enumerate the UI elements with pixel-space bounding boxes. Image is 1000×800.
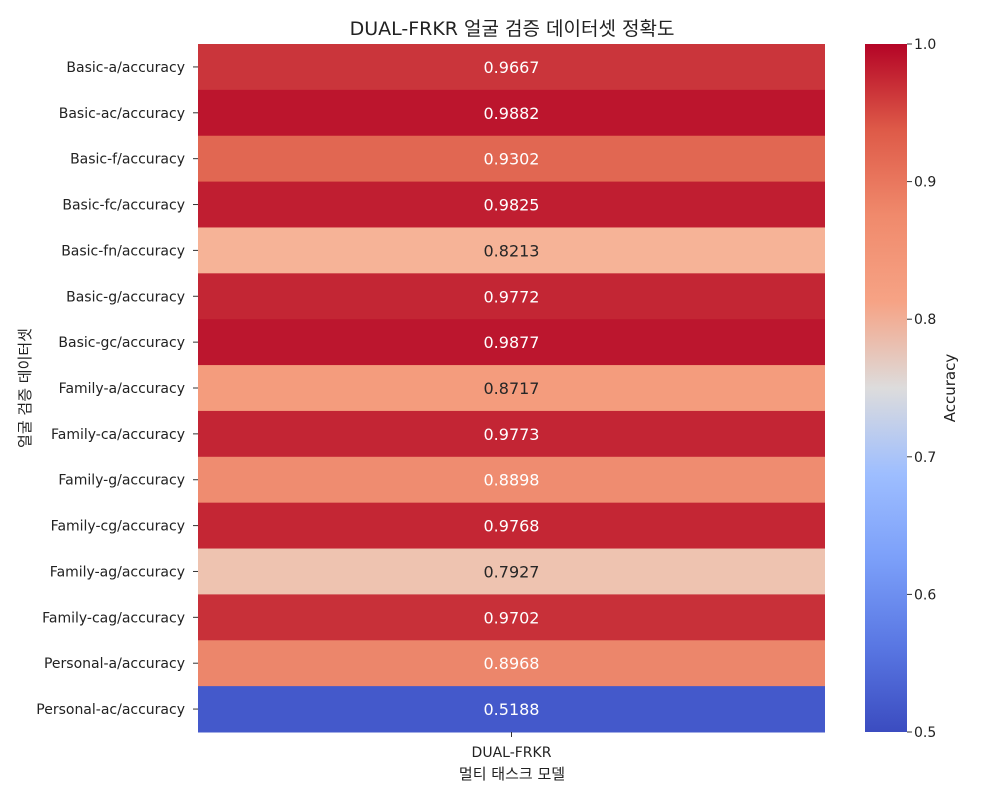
heatmap-cell (198, 135, 825, 183)
y-tick-label: Basic-fn/accuracy (61, 243, 185, 259)
y-tick-label: Personal-ac/accuracy (36, 702, 185, 718)
y-tick-label: Family-cg/accuracy (51, 519, 185, 535)
y-tick-label: Family-g/accuracy (58, 473, 185, 489)
y-tick-label: Family-cag/accuracy (42, 610, 185, 626)
x-tick-label: DUAL-FRKR (472, 745, 552, 761)
heatmap-cell (198, 89, 825, 137)
heatmap-cell (198, 502, 825, 550)
x-axis-label: 멀티 태스크 모델 (459, 765, 565, 783)
heatmap-cell (198, 44, 825, 91)
y-tick-label: Basic-gc/accuracy (58, 335, 185, 351)
heatmap-cell (198, 273, 825, 320)
y-tick-label: Family-ca/accuracy (51, 427, 185, 443)
cell-value-label: 0.9825 (484, 196, 540, 215)
cell-value-label: 0.8968 (484, 654, 540, 673)
colorbar-ticks: 0.5 0.6 0.7 0.8 0.9 1.0 (907, 37, 936, 741)
colorbar-label: Accuracy (941, 354, 959, 423)
y-tick-label: Basic-a/accuracy (66, 60, 185, 76)
heatmap-cell (198, 686, 825, 733)
cell-value-label: 0.9667 (484, 58, 540, 77)
cell-value-label: 0.9768 (484, 517, 540, 536)
y-tick-label: Basic-f/accuracy (70, 152, 185, 168)
colorbar-tick-label: 0.8 (914, 312, 936, 328)
colorbar-tick-label: 1.0 (914, 37, 936, 53)
colorbar (865, 44, 907, 732)
y-axis-label: 얼굴 검증 데이터셋 (16, 328, 34, 448)
heatmap-cells (198, 44, 825, 733)
colorbar-tick-label: 0.6 (914, 587, 936, 603)
y-tick-label: Basic-g/accuracy (66, 289, 185, 305)
heatmap-cell (198, 548, 825, 595)
heatmap-cell (198, 456, 825, 504)
cell-value-label: 0.9302 (484, 150, 540, 169)
y-tick-labels: Basic-a/accuracy Basic-ac/accuracy Basic-f… (36, 60, 198, 718)
y-tick-label: Personal-a/accuracy (44, 656, 185, 672)
cell-value-label: 0.5188 (484, 700, 540, 719)
colorbar-tick-label: 0.7 (914, 450, 936, 466)
y-tick-label: Family-a/accuracy (59, 381, 185, 397)
y-tick-label: Basic-fc/accuracy (62, 198, 185, 214)
cell-value-label: 0.9773 (484, 425, 540, 444)
heatmap-cell-labels: 0.9667 0.9882 0.9302 0.9825 0.8213 0.9772 0.98… (484, 58, 540, 719)
cell-value-label: 0.9882 (484, 104, 540, 123)
heatmap-cell (198, 594, 825, 641)
cell-value-label: 0.8213 (484, 241, 540, 260)
heatmap-cell (198, 227, 825, 274)
colorbar-tick-label: 0.9 (914, 175, 936, 191)
heatmap-cell (198, 410, 825, 458)
cell-value-label: 0.7927 (484, 562, 540, 581)
heatmap-cell (198, 319, 825, 366)
cell-value-label: 0.9702 (484, 608, 540, 627)
heatmap-cell (198, 365, 825, 412)
chart-title: DUAL-FRKR 얼굴 검증 데이터셋 정확도 (350, 18, 675, 40)
x-tick-labels: DUAL-FRKR (472, 732, 552, 761)
colorbar-tick-label: 0.5 (914, 725, 936, 741)
cell-value-label: 0.8898 (484, 471, 540, 490)
y-tick-label: Family-ag/accuracy (50, 564, 185, 580)
y-tick-label: Basic-ac/accuracy (59, 106, 185, 122)
cell-value-label: 0.9772 (484, 287, 540, 306)
heatmap-cell (198, 640, 825, 687)
cell-value-label: 0.9877 (484, 333, 540, 352)
cell-value-label: 0.8717 (484, 379, 540, 398)
heatmap-cell (198, 181, 825, 228)
